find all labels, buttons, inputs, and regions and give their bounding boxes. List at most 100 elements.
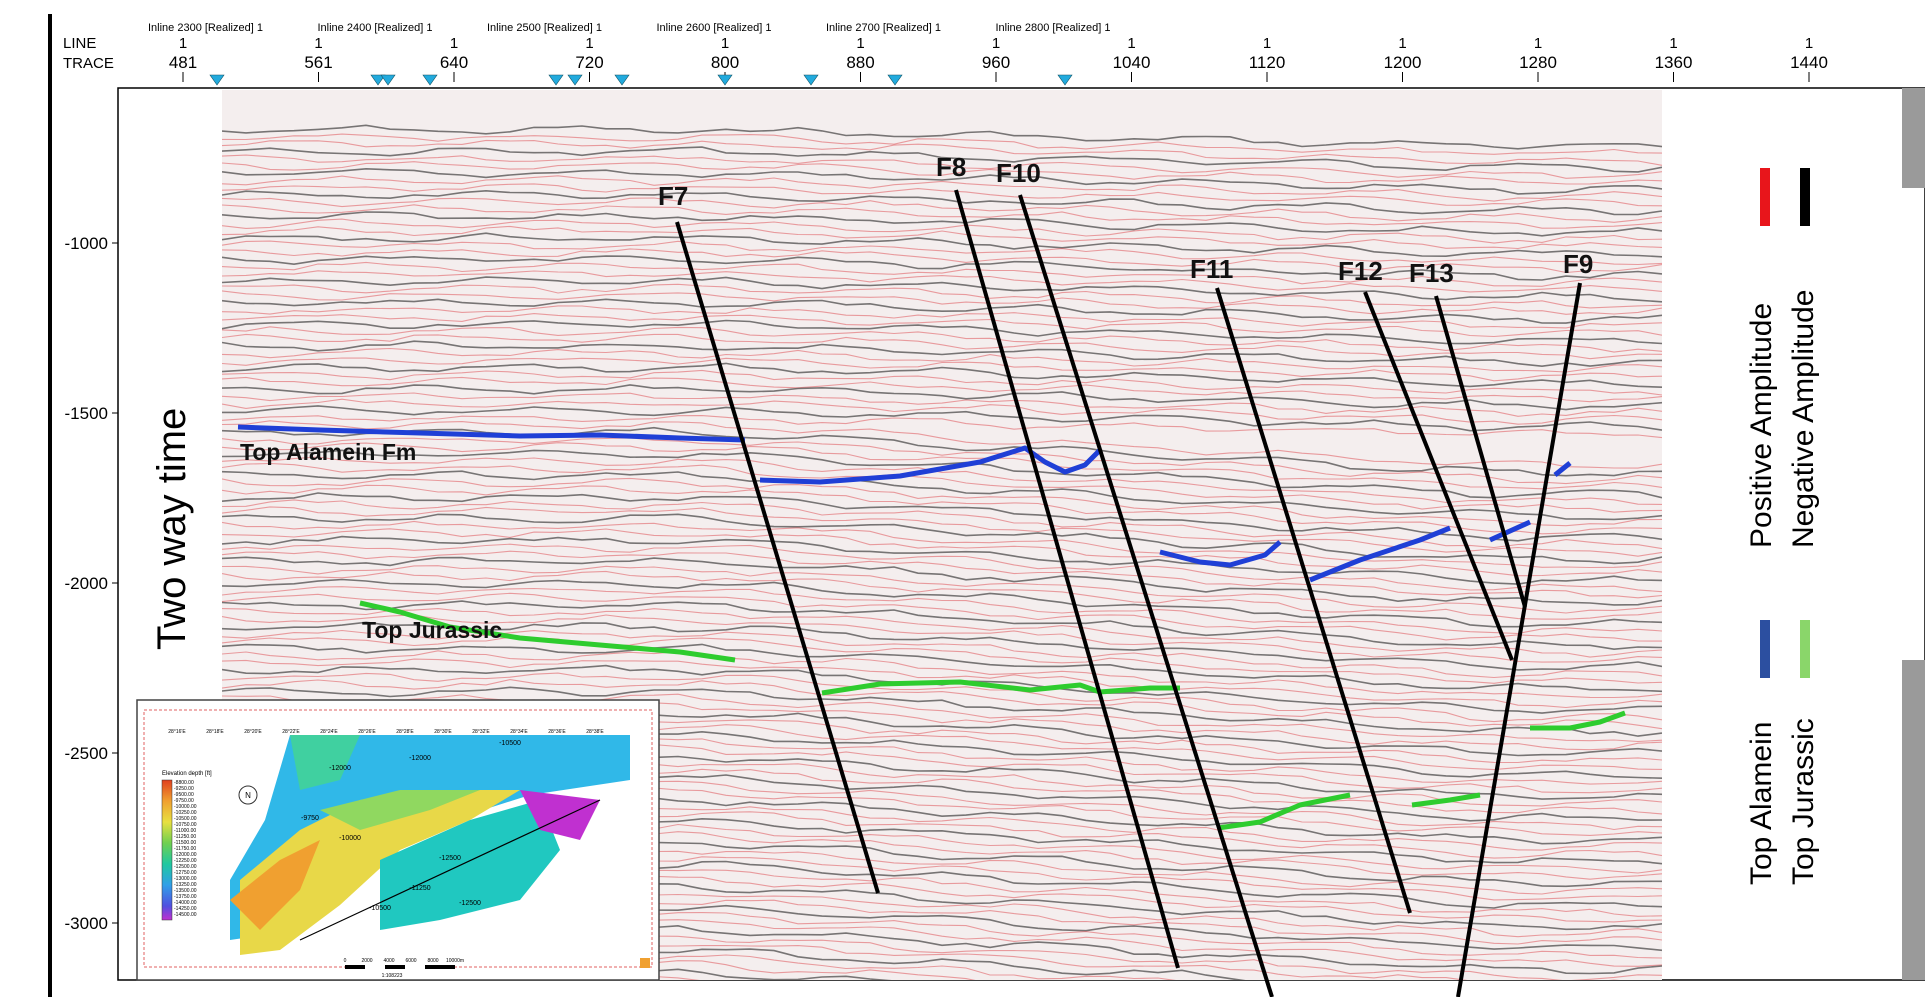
map-contour-label: -10500 <box>499 740 521 747</box>
trace-tick-label: 640 <box>440 53 468 72</box>
map-legend-value: -14500.00 <box>174 912 197 918</box>
seismic-reflector <box>222 426 1662 477</box>
map-legend-value: -12250.00 <box>174 858 197 864</box>
seismic-reflector <box>222 506 1662 557</box>
map-colorbar <box>161 779 173 921</box>
seismic-reflector <box>222 398 1662 425</box>
map-scale-ratio: 1:108223 <box>382 973 403 979</box>
well-marker-icon <box>887 74 903 86</box>
map-legend-value: -13000.00 <box>174 876 197 882</box>
map-legend-value: -10250.00 <box>174 810 197 816</box>
seismic-reflector <box>222 442 1662 490</box>
scrollbar-bottom[interactable] <box>1902 660 1925 980</box>
map-top-tick: 28°26'E <box>358 729 376 735</box>
inline-label: Inline 2600 [Realized] 1 <box>657 22 772 34</box>
scrollbar-top[interactable] <box>1902 88 1925 188</box>
map-contour-label: -12000 <box>329 765 351 772</box>
seismic-reflector <box>222 484 1662 535</box>
trace-tick-label: 1280 <box>1519 53 1557 72</box>
seismic-reflector <box>222 261 1662 287</box>
top-alamein-legend-label: Top Alamein <box>1745 721 1778 885</box>
inline-label: Inline 2800 [Realized] 1 <box>996 22 1111 34</box>
left-border-rule <box>48 14 52 997</box>
top-jurassic-horizon <box>359 600 736 663</box>
line-tick-label: 1 <box>314 35 322 52</box>
seismic-reflector <box>222 679 1662 730</box>
seismic-reflector <box>222 319 1662 345</box>
seismic-reflector <box>222 492 1662 542</box>
map-legend-value: -13750.00 <box>174 894 197 900</box>
well-marker-icon <box>380 74 396 86</box>
seismic-reflector <box>222 608 1662 658</box>
positive-amplitude-swatch <box>1760 168 1770 226</box>
seismic-reflector <box>222 462 1662 513</box>
line-tick-label: 1 <box>1263 35 1271 52</box>
fault-line <box>1363 291 1514 661</box>
compass-icon <box>238 785 258 805</box>
inline-label: Inline 2300 [Realized] 1 <box>148 22 263 34</box>
top-alamein-horizon <box>237 424 746 443</box>
seismic-reflector <box>222 392 1662 417</box>
seismic-reflector <box>222 456 1662 505</box>
seismic-reflector <box>222 175 1662 202</box>
negative-amplitude-label: Negative Amplitude <box>1787 289 1820 549</box>
line-tick-label: 1 <box>721 35 729 52</box>
top-alamein-horizon <box>1159 540 1282 568</box>
fault-line <box>1456 282 1582 997</box>
inline-label: Inline 2700 [Realized] 1 <box>826 22 941 34</box>
seismic-reflector <box>222 146 1662 173</box>
seismic-reflector <box>222 693 1662 743</box>
line-tick-label: 1 <box>992 35 1000 52</box>
trace-tick-label: 720 <box>575 53 603 72</box>
well-marker-icon <box>567 74 583 86</box>
seismic-reflector <box>222 578 1662 628</box>
seismic-reflector <box>222 298 1662 324</box>
seismic-reflector <box>222 543 1662 593</box>
inset-map: Elevation depth [ft] -8800.00-9250.00-95… <box>136 699 660 981</box>
seismic-reflector <box>222 139 1662 166</box>
fault-label: F12 <box>1338 256 1383 286</box>
seismic-reflector <box>222 384 1662 411</box>
well-marker-icon <box>614 74 630 86</box>
y-tick-label: -3000 <box>65 914 108 933</box>
seismic-reflector <box>222 333 1662 360</box>
top-jurassic-horizon <box>1217 792 1351 831</box>
seismic-reflector <box>222 248 1662 274</box>
top-alamein-horizon <box>1309 525 1451 583</box>
map-top-tick: 28°36'E <box>548 729 566 735</box>
top-jurassic-horizon <box>821 679 1180 696</box>
y-axis-title: Two way time <box>150 407 194 650</box>
seismic-reflector <box>222 565 1662 614</box>
seismic-reflector <box>222 513 1662 565</box>
map-scale-bar <box>345 965 455 969</box>
trace-tick-label: 800 <box>711 53 739 72</box>
y-tick-label: -1000 <box>65 234 108 253</box>
trace-label: TRACE <box>63 55 114 72</box>
map-legend-value: -11250.00 <box>174 834 196 840</box>
seismic-reflector <box>222 357 1662 382</box>
seismic-reflector <box>222 420 1662 469</box>
map-legend-value: -10000.00 <box>174 804 197 810</box>
positive-amplitude-label: Positive Amplitude <box>1745 302 1778 548</box>
map-legend-value: -9500.00 <box>174 792 194 798</box>
map-legend-value: -12500.00 <box>174 864 197 870</box>
seismic-reflector <box>222 197 1662 223</box>
map-scale-label: 2000 <box>361 958 372 964</box>
map-legend-value: -11750.00 <box>174 846 196 852</box>
map-top-tick: 28°16'E <box>168 729 186 735</box>
top-jurassic-legend-label: Top Jurassic <box>1787 718 1820 885</box>
well-marker-icon <box>422 74 438 86</box>
trace-tick-label: 1360 <box>1655 53 1693 72</box>
line-tick-label: 1 <box>179 35 187 52</box>
fault-lines: F7 F8 F10 F11 F12 F13 F9 <box>658 152 1593 997</box>
line-tick-label: 1 <box>1669 35 1677 52</box>
seismic-reflector <box>222 643 1662 693</box>
map-contour-label: -9750 <box>301 815 319 822</box>
y-tick-label: -1500 <box>65 404 108 423</box>
fault-label: F10 <box>996 158 1041 188</box>
map-legend-value: -10750.00 <box>174 822 197 828</box>
seismic-reflector <box>222 550 1662 599</box>
fault-line <box>1018 194 1274 997</box>
line-tick-label: 1 <box>1805 35 1813 52</box>
